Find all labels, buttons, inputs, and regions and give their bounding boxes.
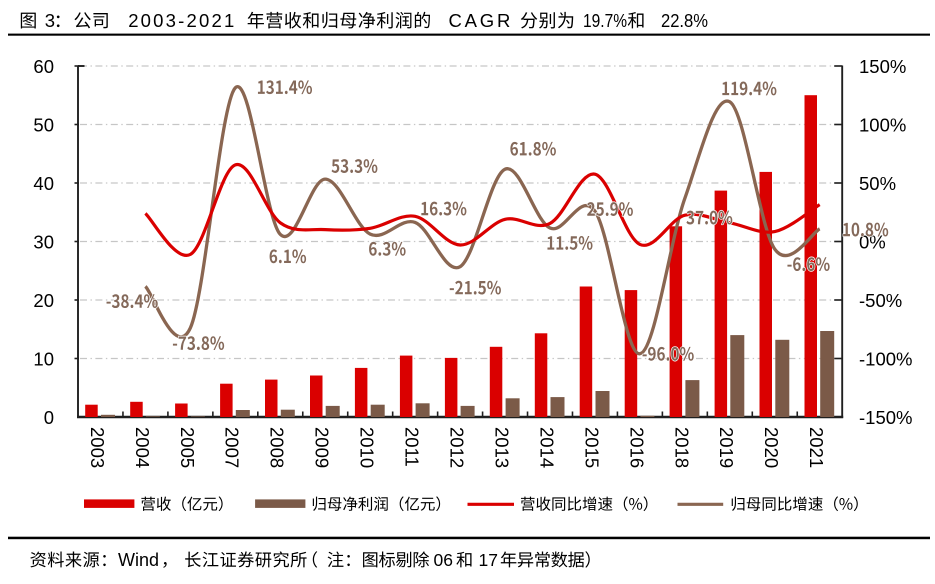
- svg-text:2005: 2005: [177, 427, 198, 468]
- svg-text:17: 17: [479, 550, 498, 570]
- svg-text:-100%: -100%: [859, 349, 912, 370]
- svg-text:2010: 2010: [357, 427, 378, 468]
- svg-text:2003-2021: 2003-2021: [128, 10, 236, 31]
- svg-text:0: 0: [44, 407, 54, 428]
- svg-text:2004: 2004: [132, 427, 153, 468]
- svg-text:20: 20: [33, 290, 54, 311]
- svg-text:10: 10: [33, 349, 54, 370]
- svg-text:2013: 2013: [492, 427, 513, 468]
- svg-text:06: 06: [434, 550, 453, 570]
- svg-text:60: 60: [33, 56, 54, 77]
- svg-text:40: 40: [33, 173, 54, 194]
- svg-text:Wind: Wind: [118, 550, 159, 570]
- svg-text:CAGR: CAGR: [449, 10, 514, 31]
- svg-text:-150%: -150%: [859, 407, 912, 428]
- svg-text:150%: 150%: [859, 56, 906, 77]
- svg-text:22.8%: 22.8%: [661, 10, 708, 31]
- svg-text:2014: 2014: [536, 427, 557, 468]
- svg-text:2003: 2003: [87, 427, 108, 468]
- svg-text:2019: 2019: [716, 427, 737, 468]
- svg-text:2011: 2011: [402, 427, 423, 467]
- svg-text:3: 3: [45, 10, 55, 31]
- svg-text:2020: 2020: [761, 427, 782, 468]
- svg-text:2021: 2021: [806, 427, 827, 468]
- svg-text:2015: 2015: [581, 427, 602, 468]
- svg-text:100%: 100%: [859, 115, 906, 136]
- svg-text:2012: 2012: [447, 427, 468, 468]
- svg-text:2007: 2007: [222, 427, 243, 468]
- svg-text:19.7%: 19.7%: [583, 10, 627, 31]
- svg-text:2016: 2016: [626, 427, 647, 468]
- svg-text:50%: 50%: [859, 173, 896, 194]
- svg-text:50: 50: [33, 115, 54, 136]
- svg-text:2018: 2018: [671, 427, 692, 468]
- svg-text:-50%: -50%: [859, 290, 902, 311]
- svg-text:2009: 2009: [312, 427, 333, 468]
- svg-text:2008: 2008: [267, 427, 288, 468]
- svg-text:30: 30: [33, 232, 54, 253]
